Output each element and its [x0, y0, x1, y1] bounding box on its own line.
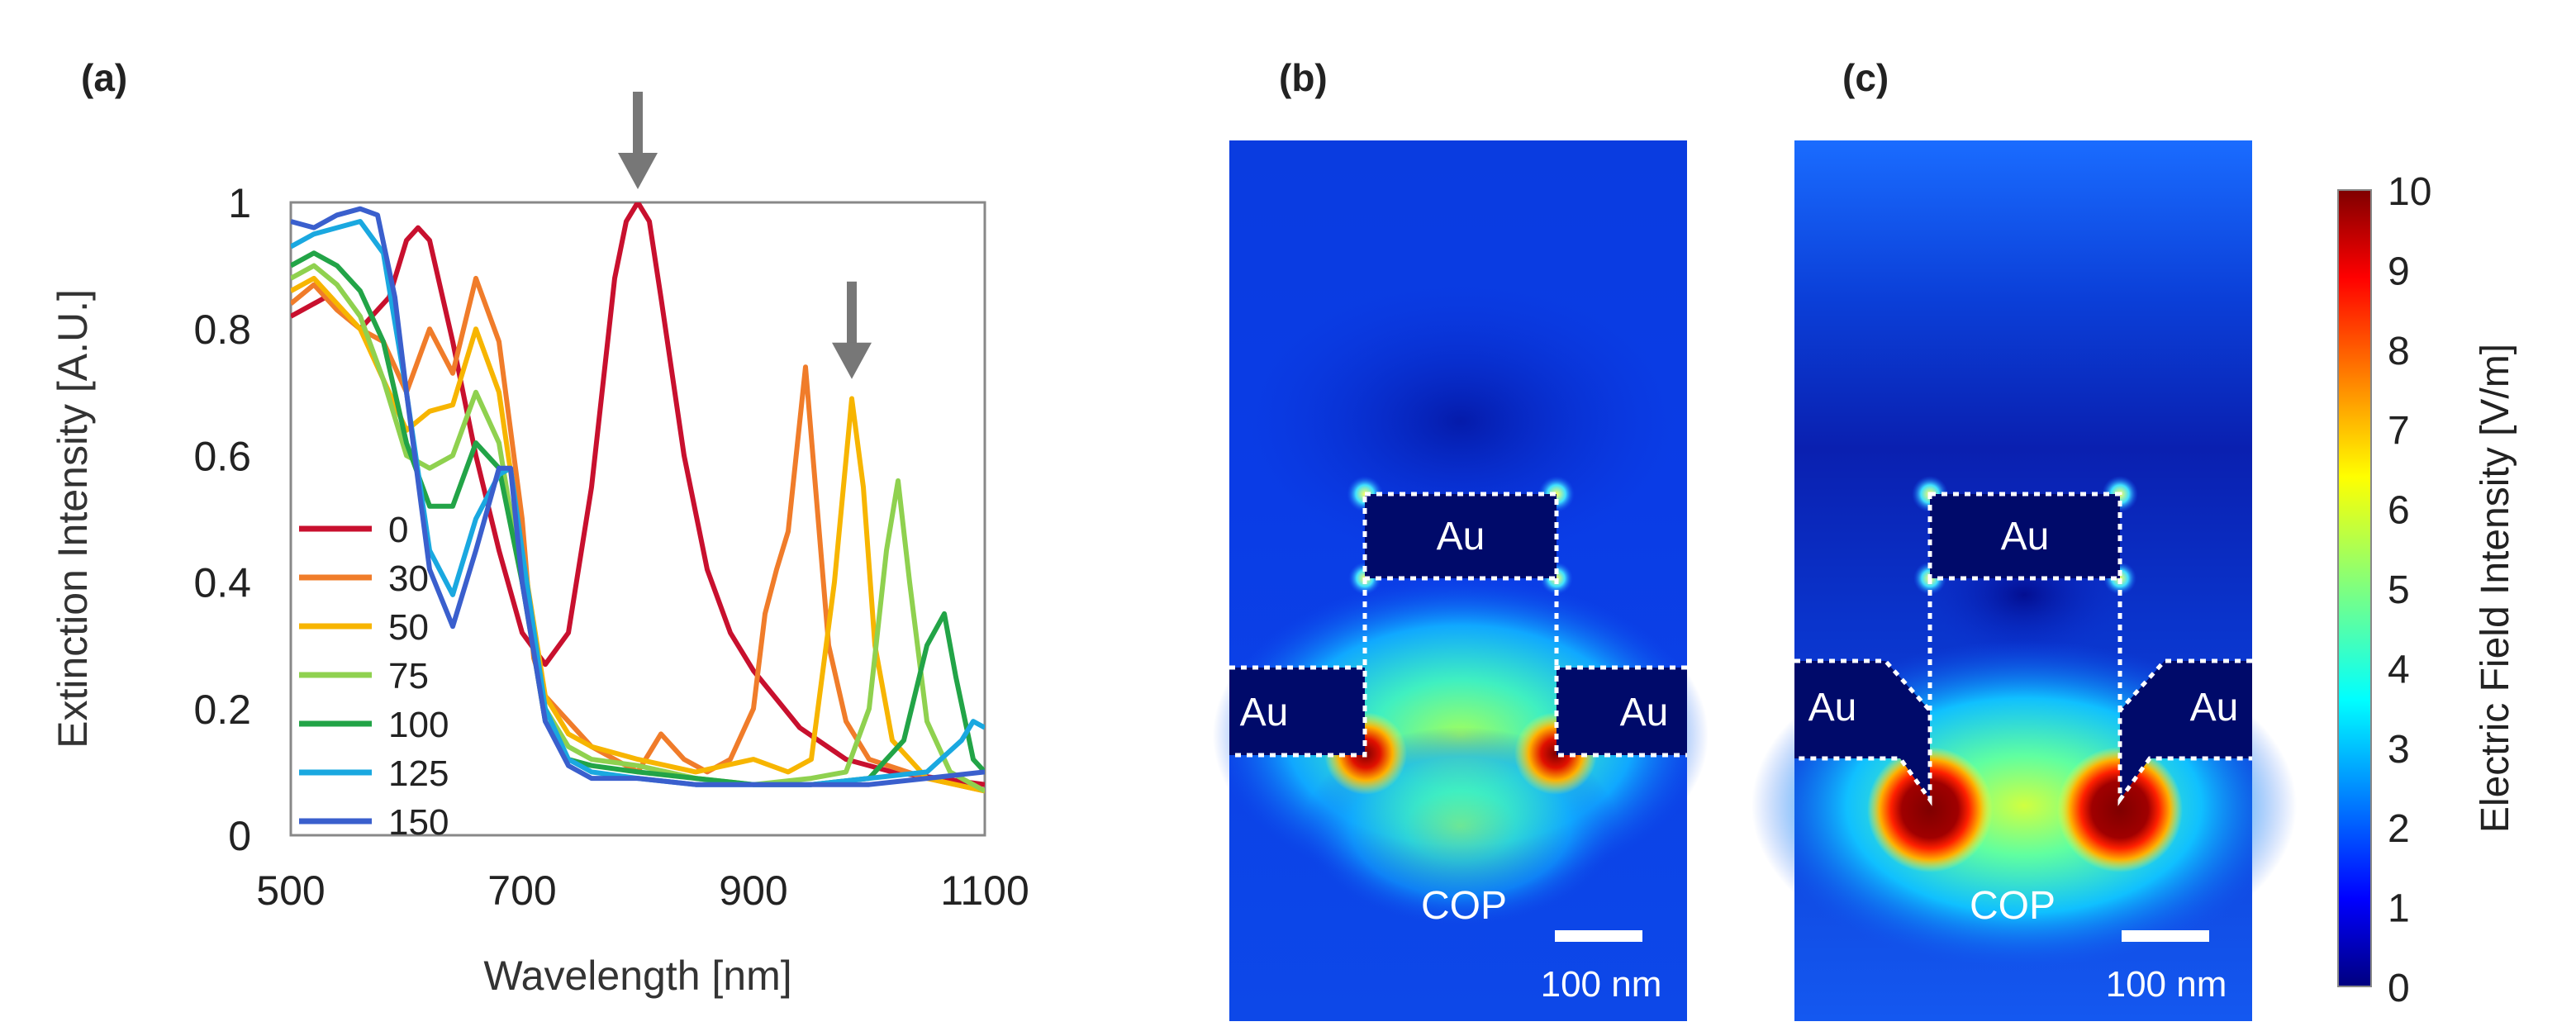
au-right-label: Au: [2190, 686, 2239, 729]
legend-label-0: 0: [388, 510, 408, 550]
au-top-label: Au: [2001, 515, 2050, 558]
au-right-label: Au: [1620, 691, 1669, 734]
peak-arrows: [618, 92, 872, 379]
panel-b: (b) Au Au Au COP: [1213, 56, 1709, 1021]
y-tick-labels: 0 0.2 0.4 0.6 0.8 1: [193, 180, 251, 859]
field-map-b: Au Au Au COP 100 nm: [1213, 140, 1709, 1021]
plot-frame: [289, 201, 986, 837]
series-line-75: [291, 263, 985, 794]
au-top-block: [1930, 494, 2120, 578]
legend-label-50: 50: [388, 607, 429, 648]
peak-arrow-head: [832, 342, 872, 379]
peak-arrow: [832, 281, 872, 379]
au-left-block: [1229, 668, 1365, 755]
field-hotspot-right: [2057, 747, 2183, 872]
au-right-block: [2120, 661, 2252, 800]
field-map-c: Au Au Au COP 100 nm: [1751, 140, 2297, 1021]
au-right-block: [1557, 668, 1687, 755]
x-tick-label: 900: [719, 867, 787, 914]
legend-label-30: 30: [388, 558, 429, 599]
legend: 0 30 50 75 100 125 150: [299, 510, 449, 843]
panel-a: (a) 500 700 900 1100 00.20.40.60.81 0305075…: [50, 56, 1029, 999]
peak-arrow-shaft: [847, 281, 857, 348]
scale-bar-label: 100 nm: [2106, 964, 2227, 1005]
colorbar-tick-labels: 0 1 2 3 4 5 6 7 8 9 10: [2388, 170, 2431, 1010]
peak-arrow-shaft: [633, 92, 643, 158]
colorbar-title: Electric Field Intensity [V/m]: [2474, 344, 2517, 833]
y-axis-title: Extinction Intensity [A.U.]: [50, 289, 96, 748]
colorbar-tick-label: 9: [2388, 249, 2410, 293]
panel-a-label: (a): [81, 56, 127, 99]
scale-bar: [2122, 930, 2209, 942]
colorbar-tick-label: 1: [2388, 887, 2410, 931]
colorbar: 0 1 2 3 4 5 6 7 8 9 10 Electric Field Intensity [V…: [2337, 170, 2517, 1010]
substrate-label: COP: [1970, 884, 2056, 928]
au-left-boundary: [1229, 665, 1367, 758]
au-left-boundary: [1794, 658, 1932, 806]
au-top-boundary: [1362, 492, 1559, 581]
y-tick-label: 1: [228, 180, 251, 226]
au-top-label: Au: [1437, 515, 1485, 558]
colorbar-gradient: [2337, 189, 2372, 987]
spectra-plot: 500 700 900 1100 00.20.40.60.81 03050751001…: [193, 92, 1029, 914]
y-tick-label: 0: [228, 813, 251, 859]
peak-arrow: [618, 92, 658, 189]
colorbar-tick-label: 2: [2388, 807, 2410, 851]
peak-arrow-head: [618, 153, 658, 189]
series-line-0: [291, 202, 985, 787]
au-left-label: Au: [1808, 686, 1857, 729]
au-top-block: [1365, 494, 1557, 578]
series-layer: [291, 202, 985, 794]
colorbar-tick-label: 0: [2388, 967, 2410, 1010]
colorbar-tick-label: 10: [2388, 170, 2431, 214]
x-tick-label: 1100: [940, 867, 1029, 914]
au-left-label: Au: [1240, 691, 1289, 734]
y-tick-label: 0.6: [193, 433, 251, 479]
panel-c-label: (c): [1842, 56, 1889, 99]
colorbar-tick-label: 4: [2388, 648, 2410, 691]
x-axis-title: Wavelength [nm]: [483, 953, 791, 999]
au-top-boundary: [1927, 492, 2122, 581]
legend-label-150: 150: [388, 802, 449, 843]
colorbar-tick-label: 8: [2388, 330, 2410, 373]
colorbar-tick-label: 6: [2388, 489, 2410, 533]
series-line-150: [291, 206, 985, 787]
legend-label-100: 100: [388, 705, 449, 745]
panel-c: (c) Au Au Au COP 1: [1751, 56, 2297, 1021]
colorbar-tick-label: 7: [2388, 409, 2410, 453]
legend-label-75: 75: [388, 656, 429, 696]
au-right-boundary: [1554, 665, 1687, 758]
colorbar-tick-label: 5: [2388, 568, 2410, 612]
scale-bar: [1555, 930, 1642, 942]
x-tick-labels: 500 700 900 1100: [256, 867, 1029, 914]
panel-b-label: (b): [1279, 56, 1328, 99]
scale-bar-label: 100 nm: [1541, 964, 1662, 1005]
x-tick-label: 700: [487, 867, 556, 914]
au-left-block: [1794, 661, 1930, 800]
y-tick-label: 0.4: [193, 560, 251, 606]
x-tick-label: 500: [256, 867, 325, 914]
y-tick-label: 0.8: [193, 307, 251, 353]
legend-label-125: 125: [388, 753, 449, 794]
substrate-label: COP: [1421, 884, 1507, 928]
field-hotspot-left: [1867, 747, 1993, 872]
y-tick-label: 0.2: [193, 687, 251, 733]
series-line-125: [291, 219, 985, 787]
au-right-boundary: [2117, 658, 2252, 806]
colorbar-tick-label: 3: [2388, 728, 2410, 772]
